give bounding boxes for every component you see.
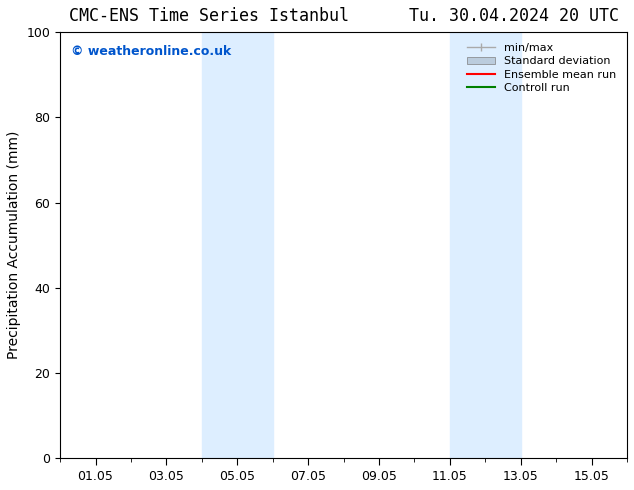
Legend: min/max, Standard deviation, Ensemble mean run, Controll run: min/max, Standard deviation, Ensemble me… bbox=[462, 38, 621, 98]
Y-axis label: Precipitation Accumulation (mm): Precipitation Accumulation (mm) bbox=[7, 131, 21, 359]
Title: CMC-ENS Time Series Istanbul      Tu. 30.04.2024 20 UTC: CMC-ENS Time Series Istanbul Tu. 30.04.2… bbox=[68, 7, 619, 25]
Bar bbox=[450, 32, 521, 458]
Text: © weatheronline.co.uk: © weatheronline.co.uk bbox=[72, 45, 231, 58]
Bar bbox=[202, 32, 273, 458]
